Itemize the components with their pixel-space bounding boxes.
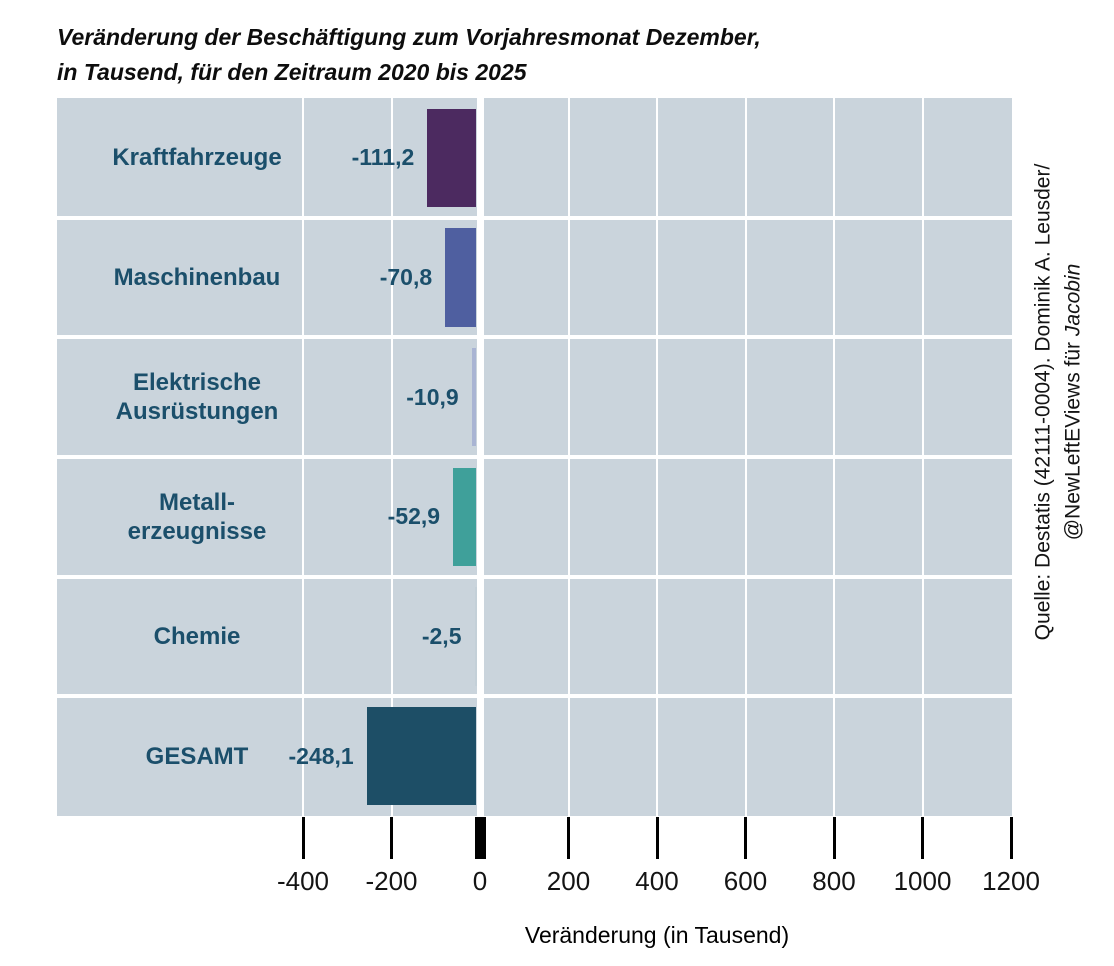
x-tick-label: 1000 [893,866,952,896]
chart-title-line2: in Tausend, für den Zeitraum 2020 bis 20… [57,58,527,85]
x-tick-label: 400 [635,866,679,896]
bar [453,467,477,566]
bar [471,348,477,447]
x-tick [301,817,305,859]
plot-area: Kraftfahrzeuge -111,2 Maschinenbau -70,8 Ele… [57,98,1012,816]
source-note-line2: @NewLeftEViews für Jacobin [1059,164,1089,641]
source-note: Quelle: Destatis (42111-0004). Dominik A… [1029,164,1090,641]
bar [427,108,477,207]
row-separator [57,694,1012,699]
value-label: -52,9 [387,503,441,530]
source-note-handle: @NewLeftEViews für [1062,336,1085,541]
category-label: Chemie [153,622,241,650]
value-label: -10,9 [406,383,459,410]
x-tick-label: -400 [276,866,330,896]
row-separator [57,455,1012,459]
x-tick-label: 1200 [982,866,1040,896]
x-tick [921,817,924,859]
x-tick [567,817,570,859]
value-label: -111,2 [351,144,415,171]
row-separator [57,335,1012,340]
value-label: -248,1 [288,742,354,769]
chart-title-line1: Veränderung der Beschäftigung zum Vorjah… [57,24,761,50]
value-label: -70,8 [379,263,433,290]
x-tick [1009,817,1013,859]
source-note-publication: Jacobin [1062,263,1085,337]
x-tick [655,817,659,859]
x-tick [832,817,836,859]
x-tick [744,817,747,859]
x-tick [474,817,486,859]
x-tick [390,817,393,859]
category-label: Kraftfahrzeuge [112,144,282,172]
category-label: Maschinenbau [113,263,281,291]
bar [445,228,477,327]
x-tick-labels: -400 -200 0 200 400 600 800 1000 1200 [0,866,1114,896]
source-note-line1: Quelle: Destatis (42111-0004). Dominik A… [1031,163,1055,641]
chart-title: Veränderung der Beschäftigung zum Vorjah… [57,20,761,89]
bar [366,707,477,806]
category-label: Elektrische Ausrüstungen [115,368,279,426]
x-axis [301,817,1013,859]
x-axis-title: Veränderung (in Tausend) [524,922,790,948]
x-tick-label: 200 [546,866,591,896]
value-label: -2,5 [421,622,462,649]
bar [474,587,477,686]
x-tick-label: 600 [723,866,768,896]
x-tick-label: 800 [812,866,856,896]
x-tick-label: -200 [365,866,418,896]
category-label: Metall-erzeugnisse [127,488,267,545]
row-separator [57,215,1012,220]
row-separator [57,574,1012,579]
x-tick-label: 0 [472,866,488,896]
category-label: GESAMT [145,742,249,770]
